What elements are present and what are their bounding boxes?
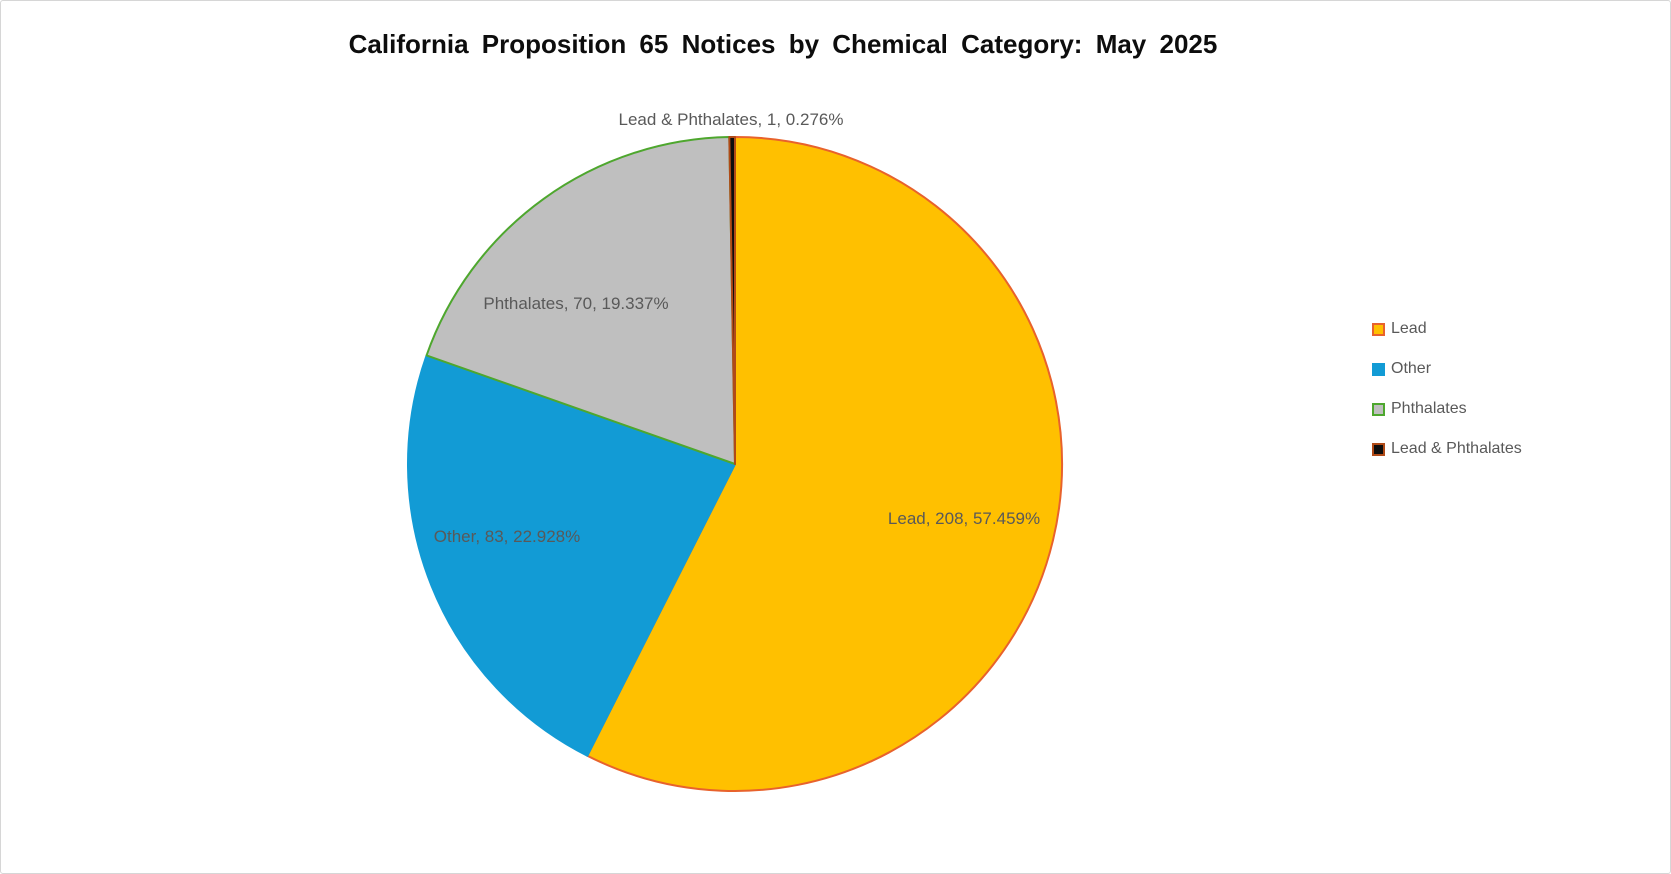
chart-title: California Proposition 65 Notices by Che… <box>348 29 1218 59</box>
legend-item-lead-and-phthalates[interactable]: Lead & Phthalates <box>1372 429 1522 469</box>
legend-swatch-icon <box>1372 362 1385 376</box>
legend-label: Lead <box>1391 320 1427 337</box>
pie-slice-other[interactable] <box>407 354 736 757</box>
legend-item-other[interactable]: Other <box>1372 349 1522 389</box>
legend-label: Lead & Phthalates <box>1391 440 1522 457</box>
data-label-other: Other, 83, 22.928% <box>433 527 581 546</box>
pie-slice-lead[interactable] <box>586 136 1063 792</box>
legend-swatch-icon <box>1372 442 1385 456</box>
legend-item-lead[interactable]: Lead <box>1372 309 1522 349</box>
data-label-phthalates: Phthalates, 70, 19.337% <box>483 294 669 313</box>
pie-chart <box>407 136 1063 792</box>
data-label-lead-and-phthalates: Lead & Phthalates, 1, 0.276% <box>618 110 844 129</box>
legend: Lead Other Phthalates Lead & Phthalates <box>1372 309 1522 469</box>
legend-label: Phthalates <box>1391 400 1467 417</box>
legend-label: Other <box>1391 360 1432 377</box>
legend-swatch-icon <box>1372 402 1385 416</box>
legend-swatch-icon <box>1372 322 1385 336</box>
pie-slice-phthalates[interactable] <box>425 136 736 465</box>
pie-slice-lead-phthalates[interactable] <box>728 136 736 465</box>
data-label-lead: Lead, 208, 57.459% <box>887 509 1041 528</box>
legend-item-phthalates[interactable]: Phthalates <box>1372 389 1522 429</box>
